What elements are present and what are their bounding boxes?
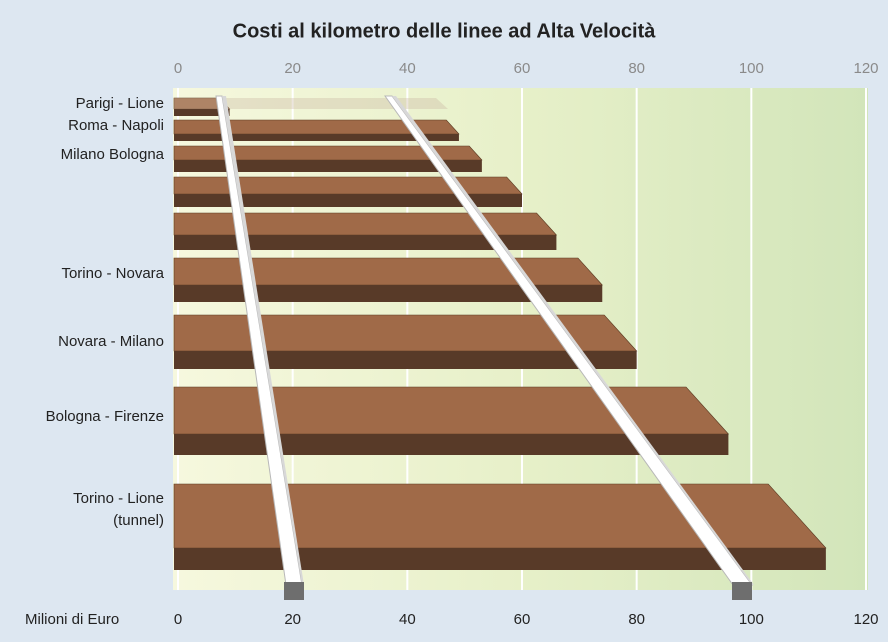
x-tick-label-top: 80 (628, 60, 645, 77)
x-tick-label: 20 (284, 611, 301, 628)
x-tick-label-top: 20 (284, 60, 301, 77)
category-label: Parigi - Lione (0, 93, 164, 115)
bar-top (174, 177, 522, 194)
x-tick-label: 0 (174, 611, 182, 628)
bar-top (174, 258, 602, 285)
x-tick-label: 100 (739, 611, 764, 628)
x-axis-label: Milioni di Euro (25, 611, 119, 628)
category-label: Torino - Novara (0, 263, 164, 285)
bar (174, 351, 637, 369)
bar-top (174, 213, 556, 235)
category-label: Bologna - Firenze (0, 406, 164, 428)
faded-sleeper (174, 98, 448, 109)
x-tick-label-top: 40 (399, 60, 416, 77)
x-tick-label-top: 60 (514, 60, 531, 77)
chart-title: Costi al kilometro delle linee ad Alta V… (233, 20, 657, 42)
x-tick-label: 40 (399, 611, 416, 628)
category-label: Milano Bologna (0, 144, 164, 166)
bar-top (174, 484, 826, 548)
category-label: Torino - Lione (tunnel) (0, 488, 164, 532)
x-tick-label-top: 0 (174, 60, 182, 77)
x-tick-label: 80 (628, 611, 645, 628)
chart: Costi al kilometro delle linee ad Alta V… (0, 0, 888, 642)
bar-top (174, 387, 728, 434)
category-label: Roma - Napoli (0, 115, 164, 137)
x-tick-label-top: 120 (853, 60, 878, 77)
x-tick-label: 120 (853, 611, 878, 628)
x-tick-label: 60 (514, 611, 531, 628)
category-label: Novara - Milano (0, 331, 164, 353)
x-tick-label-top: 100 (739, 60, 764, 77)
